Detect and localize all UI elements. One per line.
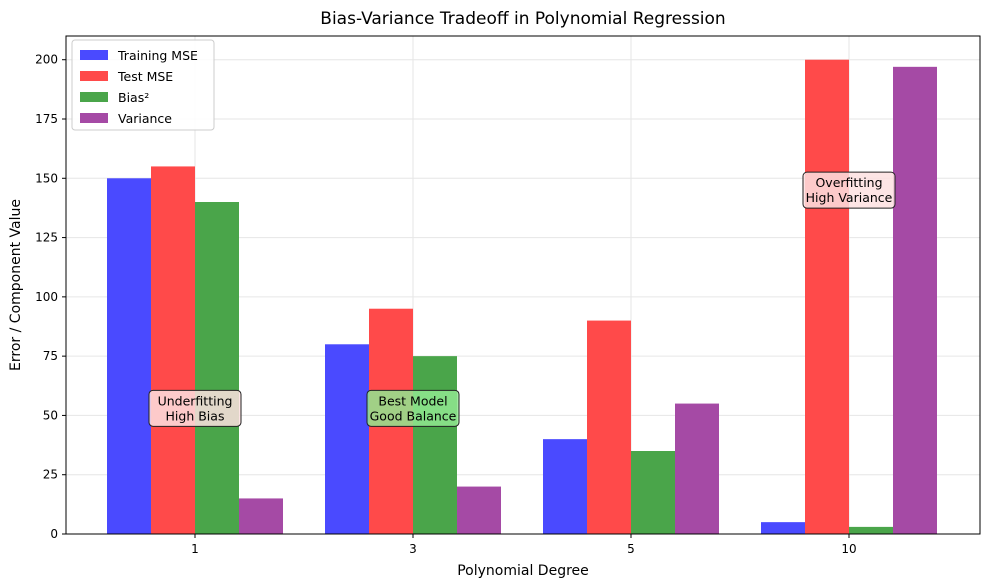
y-axis-label: Error / Component Value [8, 199, 24, 371]
bar-bias--1 [195, 202, 239, 534]
y-tick-label: 175 [35, 112, 58, 126]
legend: Training MSE Test MSE Bias² Variance [71, 39, 215, 131]
legend-label: Bias² [118, 90, 149, 105]
annotation-background [148, 389, 242, 427]
legend-item: Training MSE [80, 48, 198, 63]
bar-training-mse-3 [325, 344, 369, 534]
y-tick-label: 150 [35, 171, 58, 185]
legend-label: Variance [118, 111, 172, 126]
annotation-text: High Bias [166, 408, 225, 423]
y-tick-label: 25 [43, 468, 58, 482]
bar-training-mse-5 [543, 439, 587, 534]
annotation-background [802, 171, 896, 209]
bars [107, 59, 937, 535]
bar-variance-5 [675, 403, 719, 534]
legend-swatch [80, 113, 108, 123]
bar-test-mse-5 [587, 320, 631, 534]
annotation-text: Good Balance [370, 408, 457, 423]
chart-title: Bias-Variance Tradeoff in Polynomial Reg… [320, 9, 725, 29]
bar-variance-1 [239, 498, 283, 534]
x-tick-label: 3 [409, 542, 417, 556]
legend-swatch [80, 71, 108, 81]
annotation-background [366, 389, 460, 427]
legend-frame [71, 39, 215, 131]
bar-bias--5 [631, 451, 675, 534]
y-tick-label: 200 [35, 53, 58, 67]
annotation-text: High Variance [806, 190, 893, 205]
y-tick-label: 0 [50, 527, 58, 541]
x-axis-label: Polynomial Degree [457, 563, 589, 579]
plot-frame [65, 35, 981, 535]
y-tick-label: 50 [43, 408, 58, 422]
bar-variance-3 [457, 486, 501, 534]
bar-training-mse-1 [107, 178, 151, 535]
bar-bias--3 [413, 356, 457, 534]
x-axis-ticks: 1 3 5 10 [191, 534, 857, 556]
x-tick-label: 1 [191, 542, 199, 556]
legend-item: Bias² [80, 90, 149, 105]
bar-training-mse-10 [761, 522, 805, 534]
bar-test-mse-1 [151, 166, 195, 534]
bar-variance-10 [893, 66, 937, 534]
bar-test-mse-10 [805, 59, 849, 534]
x-tick-label: 5 [627, 542, 635, 556]
y-tick-label: 75 [43, 349, 58, 363]
y-tick-label: 125 [35, 231, 58, 245]
legend-label: Test MSE [117, 69, 173, 84]
annotation-text: Underfitting [158, 393, 233, 408]
legend-swatch [80, 92, 108, 102]
legend-label: Training MSE [117, 48, 198, 63]
x-tick-label: 10 [841, 542, 856, 556]
y-tick-label: 100 [35, 290, 58, 304]
bar-bias--10 [849, 526, 893, 534]
legend-item: Variance [80, 111, 172, 126]
annotation-text: Overfitting [815, 175, 882, 190]
legend-swatch [80, 50, 108, 60]
annotation-text: Best Model [378, 393, 447, 408]
y-axis-ticks: 0 25 50 75 100 125 150 175 200 [35, 53, 66, 541]
legend-item: Test MSE [80, 69, 173, 84]
